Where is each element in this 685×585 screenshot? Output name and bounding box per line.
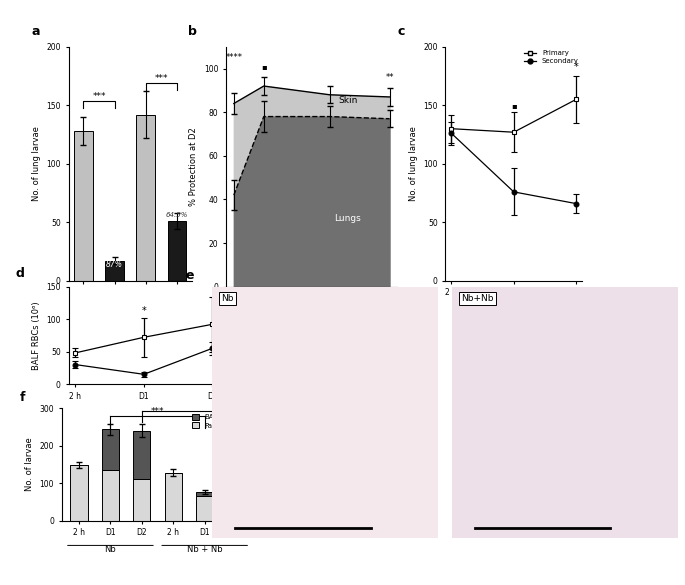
Text: *: * [573,62,578,72]
Text: Nb+Nb: Nb+Nb [461,294,494,303]
Text: Lungs: Lungs [334,214,361,223]
Bar [164,473,182,521]
Text: ***: *** [155,74,168,83]
Text: Nb: Nb [105,545,116,554]
Legend: BALF, Parenchyma: BALF, Parenchyma [189,412,250,431]
Text: d: d [16,267,25,280]
Bar [133,479,151,521]
Bar [227,496,245,521]
Text: Skin: Skin [338,97,358,105]
Bar [133,431,151,479]
Legend: Primary, Secondary: Primary, Secondary [524,50,579,64]
Bar [196,496,213,521]
Y-axis label: % Protection at D2: % Protection at D2 [189,128,199,206]
Text: Nb: Nb [221,294,234,303]
Text: *: * [142,306,146,316]
Bar [168,221,186,281]
Text: e: e [185,269,194,282]
Text: **: ** [385,73,394,81]
Bar [102,470,119,521]
Text: a: a [32,25,40,38]
Y-axis label: BALF RBCs (10⁶): BALF RBCs (10⁶) [32,301,41,370]
Text: ***: *** [151,407,164,415]
Text: Nb + Nb: Nb + Nb [187,545,223,554]
Text: b: b [188,25,197,38]
Text: 64.5%: 64.5% [166,212,188,218]
Bar [71,465,88,521]
X-axis label: Reinfection interval: Reinfection interval [271,309,353,318]
Bar [196,492,213,496]
Bar [74,131,92,281]
Text: 87%: 87% [106,260,123,269]
Bar [227,483,245,496]
Text: ***: *** [92,92,105,101]
Y-axis label: No. of lung larvae: No. of lung larvae [408,126,418,201]
Text: ▪: ▪ [511,101,516,109]
Bar [102,429,119,470]
Text: f: f [19,391,25,404]
Y-axis label: No. of lung larvae: No. of lung larvae [32,126,41,201]
Bar [136,115,155,281]
Text: c: c [397,25,405,38]
Text: ▪: ▪ [261,61,266,71]
Text: ****: **** [225,53,242,62]
Bar [105,261,124,281]
Y-axis label: No. of larvae: No. of larvae [25,438,34,491]
